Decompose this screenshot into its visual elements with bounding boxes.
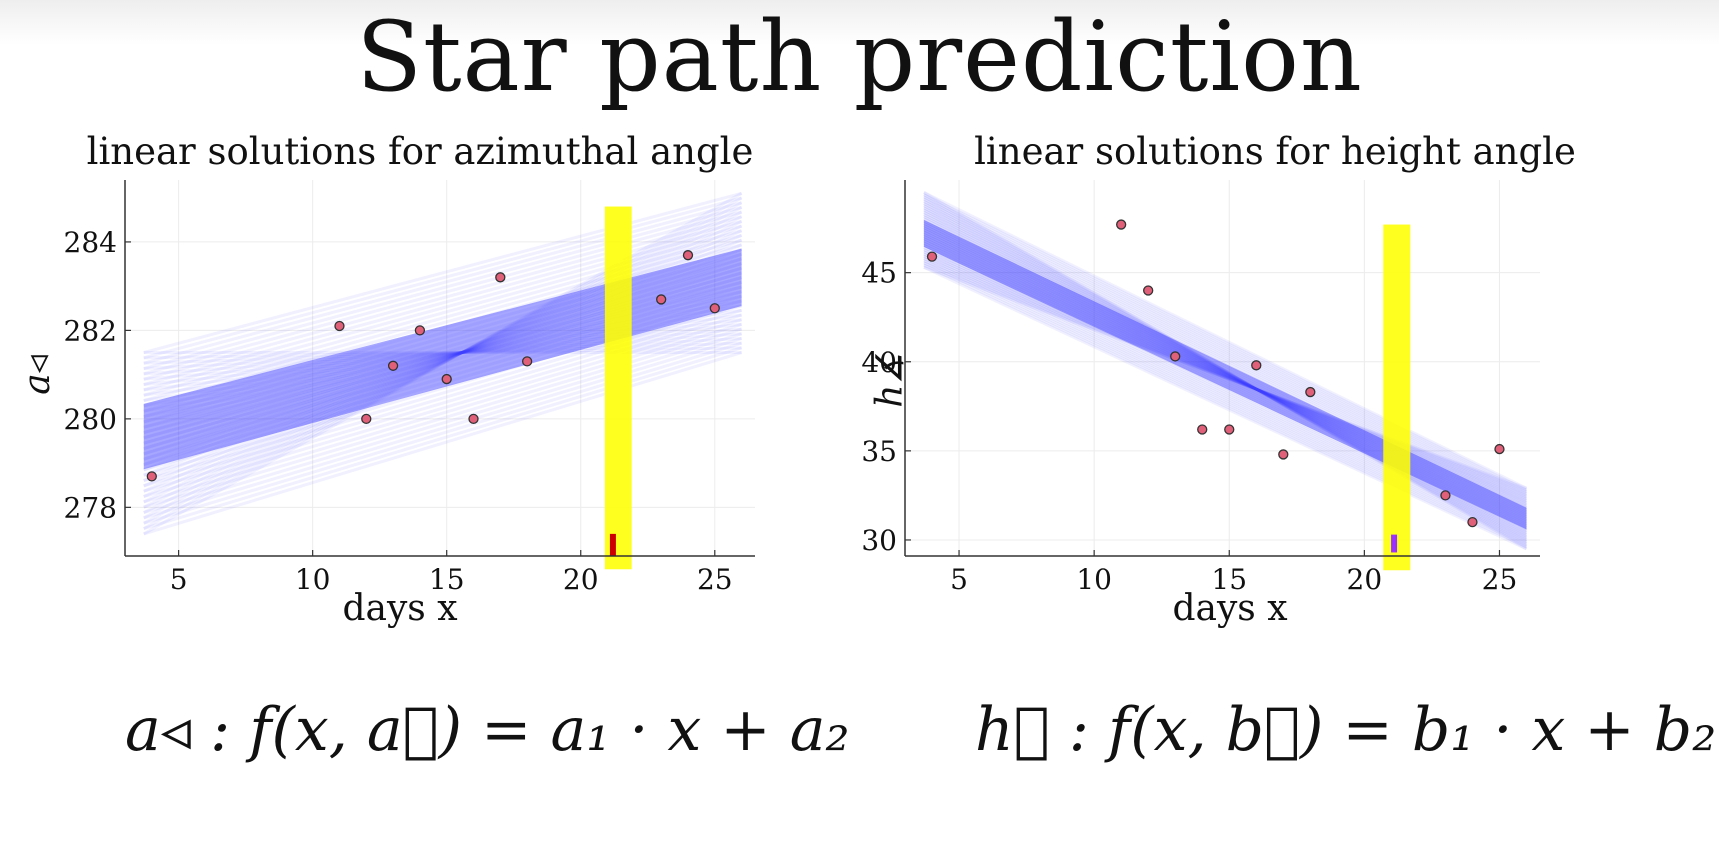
height-solution-band <box>924 192 1527 548</box>
height-solution-line <box>924 254 1527 538</box>
azimuth-data-point <box>469 414 478 423</box>
height-y-label: h∡ <box>871 352 911 407</box>
azimuth-data-point <box>710 304 719 313</box>
azimuth-y-tick-label: 278 <box>64 491 117 524</box>
azimuth-data-point <box>442 375 451 384</box>
azimuth-data-point <box>335 321 344 330</box>
azimuth-plot: 510152025278280282284 <box>30 130 810 590</box>
height-data-point <box>928 252 937 261</box>
azimuth-solution-band <box>144 193 742 534</box>
height-solution-line <box>924 256 1527 540</box>
height-solution-core <box>924 220 1527 529</box>
height-x-label: days x <box>905 588 1555 630</box>
height-solution-line <box>924 261 1527 544</box>
azimuth-prediction-marker <box>610 534 616 556</box>
azimuth-y-tick-label: 284 <box>64 226 117 259</box>
height-data-point <box>1144 286 1153 295</box>
height-formula: h∡ : f(x, b⃗) = b₁ · x + b₂ <box>975 690 1716 770</box>
height-solution-line <box>924 263 1527 545</box>
height-data-point <box>1279 450 1288 459</box>
height-solution-line <box>924 210 1527 502</box>
height-solution-line <box>924 192 1527 488</box>
height-data-point <box>1252 361 1261 370</box>
height-solution-line <box>924 212 1527 504</box>
height-data-point <box>1468 518 1477 527</box>
slide-title: Star path prediction <box>0 2 1719 112</box>
azimuth-y-tick-label: 280 <box>64 403 117 436</box>
height-solution-line <box>924 206 1527 499</box>
height-solution-line <box>924 259 1527 542</box>
azimuth-y-label: a◃ <box>18 355 58 395</box>
height-solution-line <box>924 267 1527 549</box>
azimuth-data-point <box>496 273 505 282</box>
height-solution-line <box>924 250 1527 535</box>
height-solution-line <box>924 208 1527 501</box>
height-solution-line <box>924 252 1527 536</box>
height-prediction-highlight <box>1383 225 1410 571</box>
height-plot: 51015202530354045 <box>885 130 1665 590</box>
height-y-tick-label: 45 <box>861 257 897 290</box>
height-solution-line <box>924 197 1527 492</box>
height-solution-line <box>924 203 1527 497</box>
azimuth-data-point <box>362 414 371 423</box>
height-data-point <box>1198 425 1207 434</box>
azimuth-data-point <box>389 361 398 370</box>
height-data-point <box>1171 352 1180 361</box>
height-solution-line <box>924 199 1527 494</box>
height-solution-line <box>924 195 1527 490</box>
height-solution-line <box>924 217 1527 508</box>
height-chart: linear solutions for height angle 510152… <box>885 130 1665 690</box>
height-data-point <box>1225 425 1234 434</box>
azimuth-y-tick-label: 282 <box>64 314 117 347</box>
azimuth-data-point <box>523 357 532 366</box>
azimuth-data-point <box>415 326 424 335</box>
height-solution-line <box>924 265 1527 547</box>
height-solution-line <box>924 248 1527 533</box>
azimuth-chart: linear solutions for azimuthal angle 510… <box>30 130 810 690</box>
height-data-point <box>1306 388 1315 397</box>
azimuth-data-point <box>657 295 666 304</box>
height-prediction-marker <box>1391 535 1397 553</box>
height-solution-line <box>924 214 1527 506</box>
azimuth-formula: a◃ : f(x, a⃗) = a₁ · x + a₂ <box>125 690 850 770</box>
azimuth-data-point <box>683 251 692 260</box>
height-y-tick-label: 30 <box>861 524 897 557</box>
height-data-point <box>1117 220 1126 229</box>
azimuth-x-label: days x <box>75 588 725 630</box>
height-data-point <box>1441 491 1450 500</box>
azimuth-prediction-highlight <box>605 207 632 570</box>
height-y-tick-label: 35 <box>861 435 897 468</box>
height-data-point <box>1495 445 1504 454</box>
azimuth-data-point <box>147 472 156 481</box>
